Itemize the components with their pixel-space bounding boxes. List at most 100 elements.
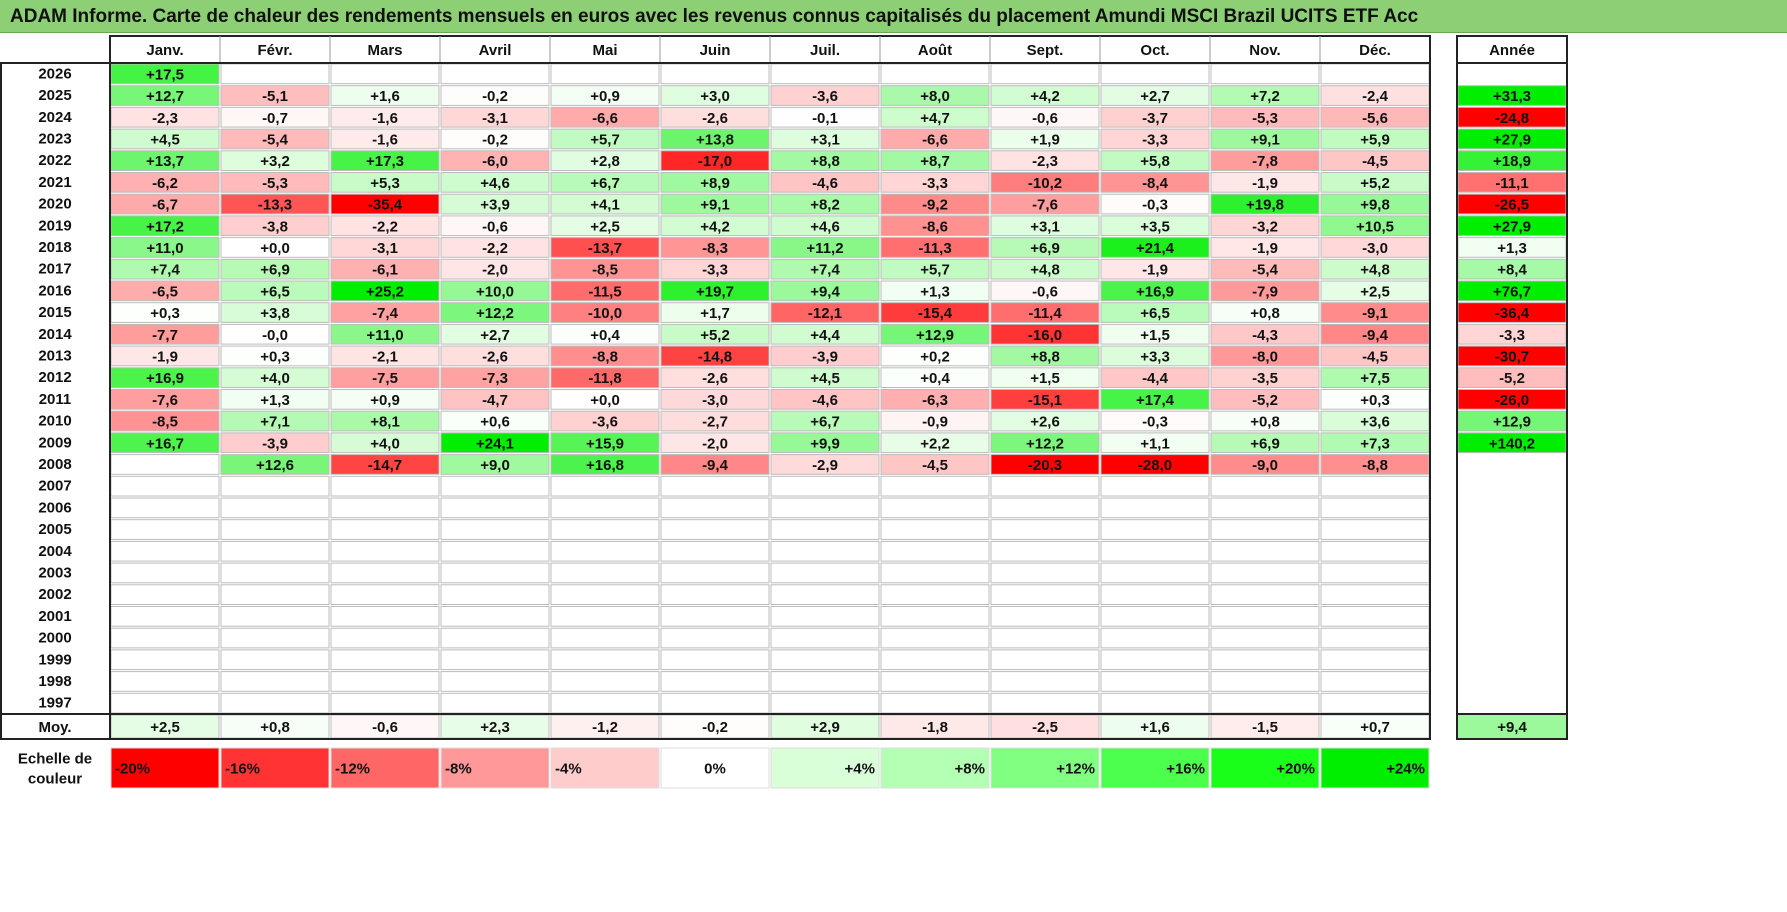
heatmap-cell — [880, 280, 990, 302]
cell-value: +1,3 — [260, 392, 290, 409]
year-label-2009: 2009 — [38, 434, 71, 451]
heatmap-cell — [550, 540, 660, 562]
heatmap-cell — [440, 85, 550, 106]
cell-value: +4,6 — [810, 218, 840, 235]
scale-label-line1: Echelle de — [18, 751, 92, 768]
average-annual-value: +9,4 — [1497, 719, 1527, 736]
heatmap-cell — [990, 410, 1100, 432]
annual-value: +76,7 — [1493, 283, 1531, 300]
heatmap-cell — [1210, 410, 1320, 432]
cell-value: +10,5 — [1356, 218, 1394, 235]
cell-value: -7,5 — [372, 370, 398, 387]
heatmap-cell — [440, 106, 550, 128]
heatmap-cell — [660, 237, 770, 258]
heatmap-cell — [990, 258, 1100, 280]
heatmap-cell — [220, 258, 330, 280]
heatmap-cell — [110, 475, 220, 497]
month-header-2: Févr. — [257, 42, 292, 59]
heatmap-cell — [330, 215, 440, 237]
cell-value: +7,5 — [1360, 370, 1390, 387]
average-value: -2,5 — [1032, 719, 1058, 736]
annual-value: +12,9 — [1493, 414, 1531, 431]
heatmap-cell — [660, 85, 770, 106]
cell-value: -4,5 — [1362, 153, 1388, 170]
scale-label: -4% — [555, 761, 582, 778]
cell-value: +21,4 — [1136, 240, 1175, 257]
cell-value: +3,6 — [1360, 414, 1390, 431]
cell-value: +4,7 — [920, 110, 950, 127]
heatmap-cell — [330, 389, 440, 410]
cell-value: +6,7 — [810, 414, 840, 431]
chart-title: ADAM Informe. Carte de chaleur des rende… — [0, 0, 1787, 33]
heatmap-cell — [1100, 389, 1210, 410]
heatmap-cell — [1100, 671, 1210, 692]
heatmap-cell — [880, 584, 990, 605]
cell-value: -7,8 — [1252, 153, 1278, 170]
year-label-2015: 2015 — [38, 304, 71, 321]
heatmap-cell — [220, 106, 330, 128]
cell-value: +7,3 — [1360, 435, 1390, 452]
heatmap-cell — [550, 475, 660, 497]
cell-value: -8,8 — [1362, 457, 1388, 474]
annual-value: +18,9 — [1493, 153, 1531, 170]
cell-value: +17,3 — [366, 153, 404, 170]
heatmap-cell — [110, 562, 220, 584]
annual-value: -30,7 — [1495, 348, 1529, 365]
heatmap-cell — [660, 193, 770, 215]
year-label-1999: 1999 — [38, 651, 71, 668]
heatmap-cell — [660, 106, 770, 128]
heatmap-cell — [770, 258, 880, 280]
year-label-2016: 2016 — [38, 282, 71, 299]
scale-swatch — [880, 747, 990, 789]
average-row-border — [109, 713, 1431, 740]
heatmap-cell — [440, 627, 550, 649]
heatmap-cell — [990, 128, 1100, 150]
heatmap-cell — [990, 454, 1100, 475]
cell-value: +5,7 — [920, 262, 950, 279]
heatmap-cell — [220, 323, 330, 345]
heatmap-cell — [660, 497, 770, 519]
heatmap-cell — [330, 345, 440, 367]
cell-value: -20,3 — [1028, 457, 1062, 474]
heatmap-cell — [1100, 63, 1210, 85]
cell-value: +1,6 — [370, 88, 400, 105]
heatmap-cell — [550, 367, 660, 388]
cell-value: -2,3 — [1032, 153, 1058, 170]
heatmap-cell — [880, 692, 990, 714]
scale-label: -16% — [225, 761, 260, 778]
heatmap-cell — [220, 475, 330, 497]
heatmap-cell — [1100, 692, 1210, 714]
cell-value: -5,3 — [1252, 110, 1278, 127]
heatmap-cell — [550, 302, 660, 323]
heatmap-cell — [990, 215, 1100, 237]
cell-value: +9,1 — [1250, 131, 1280, 148]
heatmap-cell — [550, 106, 660, 128]
heatmap-cell — [880, 193, 990, 215]
annual-value: -3,3 — [1499, 327, 1525, 344]
cell-value: -2,6 — [482, 348, 508, 365]
heatmap-cell — [110, 671, 220, 692]
heatmap-cell — [660, 540, 770, 562]
heatmap-cell — [550, 63, 660, 85]
heatmap-cell — [440, 172, 550, 193]
cell-value: -9,2 — [922, 197, 948, 214]
average-value: +0,7 — [1360, 719, 1390, 736]
heatmap-cell — [770, 389, 880, 410]
heatmap-cell — [330, 432, 440, 454]
average-value: -1,2 — [592, 719, 618, 736]
heatmap-cell — [440, 606, 550, 627]
heatmap-cell — [1210, 323, 1320, 345]
heatmap-cell — [770, 671, 880, 692]
cell-value: -0,3 — [1142, 414, 1168, 431]
cell-value: -2,1 — [372, 348, 398, 365]
cell-value: +8,8 — [810, 153, 840, 170]
heatmap-cell — [330, 692, 440, 714]
cell-value: -0,9 — [922, 414, 948, 431]
cell-value: +13,7 — [146, 153, 184, 170]
cell-value: -6,0 — [482, 153, 508, 170]
cell-value: -15,1 — [1028, 392, 1062, 409]
heatmap-cell — [660, 627, 770, 649]
heatmap-cell — [1100, 172, 1210, 193]
heatmap-cell — [660, 128, 770, 150]
cell-value: -2,9 — [812, 457, 838, 474]
